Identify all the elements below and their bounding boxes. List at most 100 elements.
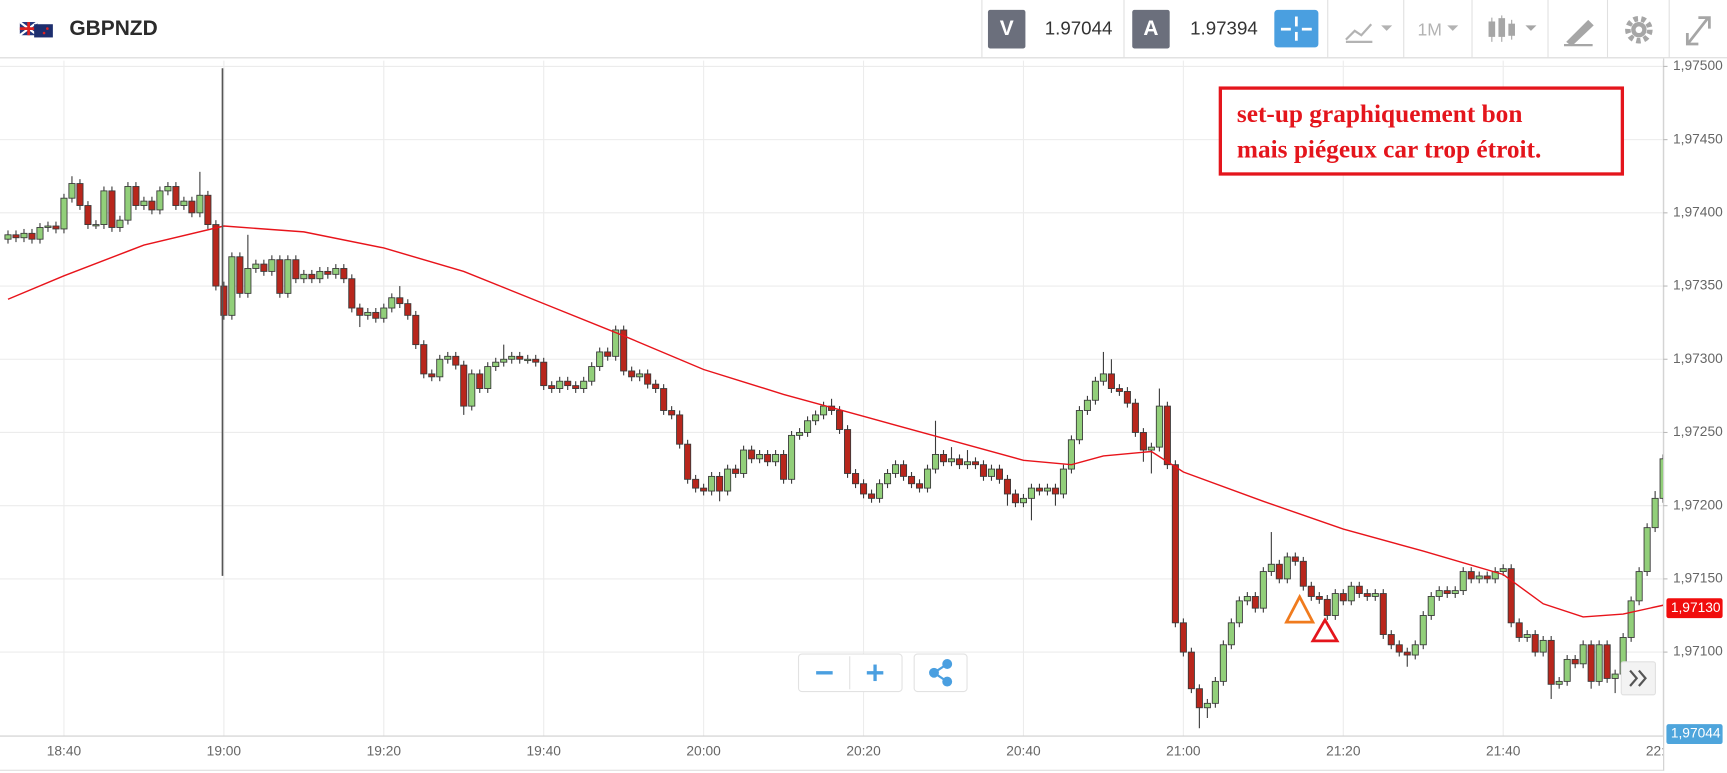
candle-body [596,351,604,368]
y-tick-label: 1,97350 [1673,278,1723,293]
candle-body [260,263,268,272]
candle-body [1315,596,1323,600]
sell-box[interactable] [987,9,1026,49]
candle-body [971,461,980,466]
candle-body [484,366,492,389]
candle-body [1331,593,1339,616]
candle-body [1371,593,1379,597]
candle-body [868,493,876,499]
candle-body [548,385,556,389]
candle-body [1435,590,1443,597]
zoom-in[interactable] [866,664,884,682]
candle-body [1035,487,1043,492]
expand-button[interactable] [1685,16,1711,46]
y-tick-label: 1,97100 [1673,644,1723,659]
candle-body [68,183,76,199]
buy-price[interactable]: 1.97394 [1190,18,1258,39]
candle-body [1419,615,1427,646]
x-tick-label: 19:20 [367,744,402,759]
candle-body [636,373,644,378]
candle-body [1515,622,1523,638]
candle-body [252,263,260,269]
x-tick-label: 21:20 [1326,744,1361,759]
buy-label[interactable]: A [1143,17,1158,40]
buy-box[interactable] [1132,9,1170,49]
zoom-controls [797,653,968,693]
candle-body [1003,478,1011,495]
candle-body [1395,644,1403,653]
candle-body [4,234,12,240]
x-tick-label: 20:00 [686,744,721,759]
candle-body [1243,596,1251,602]
candle-body [1555,680,1563,685]
candle-body [1155,405,1163,448]
candle-body [1539,639,1547,653]
candle-body [1083,399,1091,411]
candle-body [1355,585,1363,594]
candle-body [532,358,540,363]
candle-body [372,311,380,319]
sell-label[interactable]: V [1000,17,1014,40]
candle-body [788,434,796,480]
candle-body [907,475,916,485]
candle-body [436,358,444,378]
candle-body [412,314,420,346]
candle-body [1147,446,1155,451]
candle-body [1467,571,1475,580]
candle-body [300,273,308,280]
candle-body [1283,556,1291,580]
candle-body [316,270,324,280]
candle-body [1019,497,1027,504]
share-button[interactable] [913,653,968,693]
candle-body [1531,634,1539,653]
candle-body [716,475,724,492]
candle-body [156,190,164,211]
candle-body [76,183,84,206]
candle-body [1187,651,1195,690]
candle-body [116,219,124,228]
candle-body [1219,644,1227,682]
candle-body [340,268,348,280]
candle-body [1363,593,1371,597]
candle-body [660,388,668,411]
candle-body [884,473,892,485]
candle-body [1107,373,1115,389]
candle-body [476,373,484,389]
candle-body [1099,373,1107,382]
price-marker-label: 1,97044 [1671,726,1721,741]
settings-button[interactable] [1625,15,1653,44]
candle-body [772,453,780,463]
candle-body [324,270,332,275]
candle-body [1475,575,1483,580]
candle-body [668,410,676,416]
drawing-button[interactable] [1563,19,1594,47]
candle-body [692,478,700,489]
candle-body [939,453,948,463]
scroll-button[interactable] [1620,661,1656,696]
candle-body [620,329,628,372]
candle-body [588,366,596,382]
sell-price[interactable]: 1.97044 [1045,18,1113,39]
x-tick-label: 21:40 [1486,744,1521,759]
crosshair-button[interactable] [1274,9,1319,48]
candle-body [1163,405,1171,466]
candle-style-button[interactable] [1488,15,1537,42]
candle-body [444,355,452,360]
candle-body [540,361,548,387]
candle-body [756,453,764,460]
candle-body [132,186,140,206]
candle-body [556,380,564,389]
candle-body [1027,487,1035,499]
candle-body [1043,487,1051,492]
candle-body [1299,560,1307,587]
candle-body [684,443,692,480]
chart-type-button[interactable] [1345,23,1393,43]
candle-body [1483,575,1491,580]
price-marker-label: 1,97130 [1671,600,1721,615]
timeframe[interactable]: 1M [1418,19,1442,39]
candle-body [396,297,404,305]
candle-body [899,464,908,477]
candle-body [1595,644,1603,682]
candle-body [947,458,956,463]
